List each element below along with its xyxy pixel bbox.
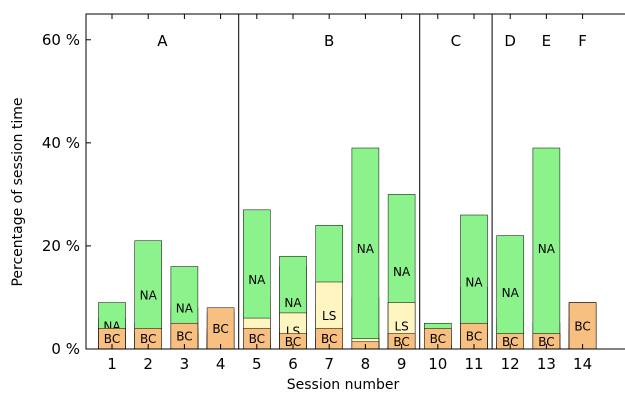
- x-tick-label: 2: [143, 355, 153, 373]
- bar-session-2: DMIQFQABRENABC: [134, 240, 162, 350]
- bar-session-8: FQRENA: [351, 147, 380, 350]
- x-tick-label: 4: [216, 355, 226, 373]
- y-axis: 0 % 20 % 40 % 60 %: [42, 31, 91, 358]
- segment-label-ls: LS: [322, 309, 336, 323]
- x-tick-label: 5: [252, 355, 262, 373]
- bar-session-12: FQRENABC: [496, 235, 524, 350]
- segment-label-bc: BC: [140, 332, 156, 346]
- x-tick-label: 14: [573, 355, 592, 373]
- segment-label-bc: BC: [430, 332, 446, 346]
- x-axis-title: Session number: [287, 377, 400, 393]
- x-tick-label: 3: [180, 355, 190, 373]
- segment-label-na: NA: [176, 301, 194, 315]
- segment-label-bc: BC: [393, 335, 409, 349]
- bar-session-5: RENALSBC: [243, 209, 271, 350]
- segment-label-na: NA: [248, 273, 266, 287]
- group-labels: A B C D E F: [157, 32, 587, 50]
- segment-label-na: NA: [502, 286, 520, 300]
- segment-label-na: NA: [465, 276, 483, 290]
- segment-label-bc: BC: [321, 332, 337, 346]
- x-tick-label: 9: [397, 355, 407, 373]
- group-label-b: B: [324, 32, 334, 50]
- segment-label-na: NA: [284, 296, 302, 310]
- group-label-a: A: [157, 32, 168, 50]
- segment-label-bc: BC: [104, 332, 120, 346]
- x-tick-label: 8: [361, 355, 371, 373]
- segment-label-bc: BC: [466, 330, 482, 344]
- segment-label-bc: BC: [176, 330, 192, 344]
- segment-label-ls: LS: [394, 319, 408, 333]
- segment-label-bc: BC: [538, 335, 554, 349]
- bar-session-11: DMFQABRENABC: [460, 214, 488, 350]
- y-tick-label: 20 %: [42, 237, 80, 255]
- x-tick-label: 1: [107, 355, 117, 373]
- bar-session-9: ABRENALSBC: [387, 194, 416, 350]
- group-label-c: C: [451, 32, 461, 50]
- y-tick-label: 60 %: [42, 31, 80, 49]
- bar-session-3: DMIQFQABRENALSBC: [170, 266, 199, 350]
- bar-segment-na-session-8: [351, 147, 380, 350]
- segment-label-na: NA: [357, 242, 375, 256]
- segment-label-na: NA: [393, 265, 411, 279]
- y-tick-label: 40 %: [42, 134, 80, 152]
- bar-session-10: RENALSBC: [424, 322, 452, 350]
- bar-session-4: DMIQFQREBC: [206, 307, 235, 350]
- segment-label-na: NA: [538, 242, 556, 256]
- x-tick-label: 10: [428, 355, 447, 373]
- segment-label-na: NA: [140, 288, 158, 302]
- group-separators: [238, 14, 493, 349]
- bar-session-1: DMIQFQRENABC: [98, 302, 126, 350]
- segment-label-bc: BC: [249, 332, 265, 346]
- y-tick-label: 0 %: [51, 340, 80, 358]
- bar-session-7: ABRENALSBC: [315, 225, 343, 350]
- segment-label-bc: BC: [574, 319, 590, 333]
- plot-frame: [85, 13, 625, 350]
- bar-segment-bc-session-14: [568, 302, 597, 350]
- bar-session-14: FQABRENALSBC: [568, 302, 597, 350]
- x-tick-label: 7: [324, 355, 334, 373]
- bar-session-6: DMFQRENALSBC: [279, 255, 307, 350]
- bar-session-13: ABRENABC: [532, 147, 561, 350]
- x-tick-label: 11: [464, 355, 483, 373]
- x-tick-label: 13: [537, 355, 556, 373]
- x-tick-label: 12: [501, 355, 520, 373]
- bar-segment-bc-session-4: [206, 307, 235, 350]
- bar-segment-na-session-12: [496, 235, 524, 350]
- group-label-f: F: [578, 32, 587, 50]
- y-axis-title: Percentage of session time: [10, 97, 26, 286]
- group-label-d: D: [504, 32, 516, 50]
- segment-label-bc: BC: [212, 322, 228, 336]
- group-label-e: E: [542, 32, 551, 50]
- segment-label-bc: BC: [285, 335, 301, 349]
- bars-layer: DMIQFQRENABCDMIQFQABRENABCDMIQFQABRENALS…: [98, 147, 597, 350]
- segment-label-bc: BC: [502, 335, 518, 349]
- x-axis: 1 2 3 4 5 6 7 8 9 10 11 12 13 14: [107, 14, 592, 373]
- x-tick-label: 6: [288, 355, 298, 373]
